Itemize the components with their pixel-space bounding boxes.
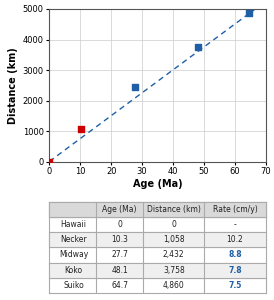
Point [133, 85, 137, 90]
Text: Age (Ma): Age (Ma) [102, 205, 137, 214]
Text: 7.5: 7.5 [228, 281, 242, 290]
Text: 0: 0 [117, 220, 122, 229]
Text: 8.8: 8.8 [228, 250, 242, 260]
Text: Hawaii: Hawaii [61, 220, 87, 229]
Text: 27.7: 27.7 [111, 250, 128, 260]
Text: Koko: Koko [65, 266, 83, 275]
Text: 10.2: 10.2 [227, 235, 243, 244]
Bar [49, 262, 266, 278]
Point [79, 127, 83, 132]
Point [196, 44, 200, 49]
Text: 1,058: 1,058 [163, 235, 185, 244]
Text: 48.1: 48.1 [111, 266, 128, 275]
Text: 0: 0 [171, 220, 176, 229]
Text: Suiko: Suiko [63, 281, 84, 290]
Text: 4,860: 4,860 [163, 281, 185, 290]
Text: 10.3: 10.3 [111, 235, 128, 244]
Text: 64.7: 64.7 [111, 281, 128, 290]
Text: Necker: Necker [60, 235, 87, 244]
X-axis label: Age (Ma): Age (Ma) [133, 179, 182, 189]
Text: -: - [233, 220, 236, 229]
Bar [49, 202, 266, 217]
Point [47, 159, 52, 164]
Text: 2,432: 2,432 [163, 250, 185, 260]
Bar [49, 232, 266, 247]
Text: Rate (cm/y): Rate (cm/y) [213, 205, 257, 214]
Text: 3,758: 3,758 [163, 266, 185, 275]
Y-axis label: Distance (km): Distance (km) [8, 47, 18, 124]
Point [247, 11, 252, 16]
Text: Distance (km): Distance (km) [147, 205, 201, 214]
Text: Midway: Midway [59, 250, 88, 260]
Text: 7.8: 7.8 [228, 266, 242, 275]
